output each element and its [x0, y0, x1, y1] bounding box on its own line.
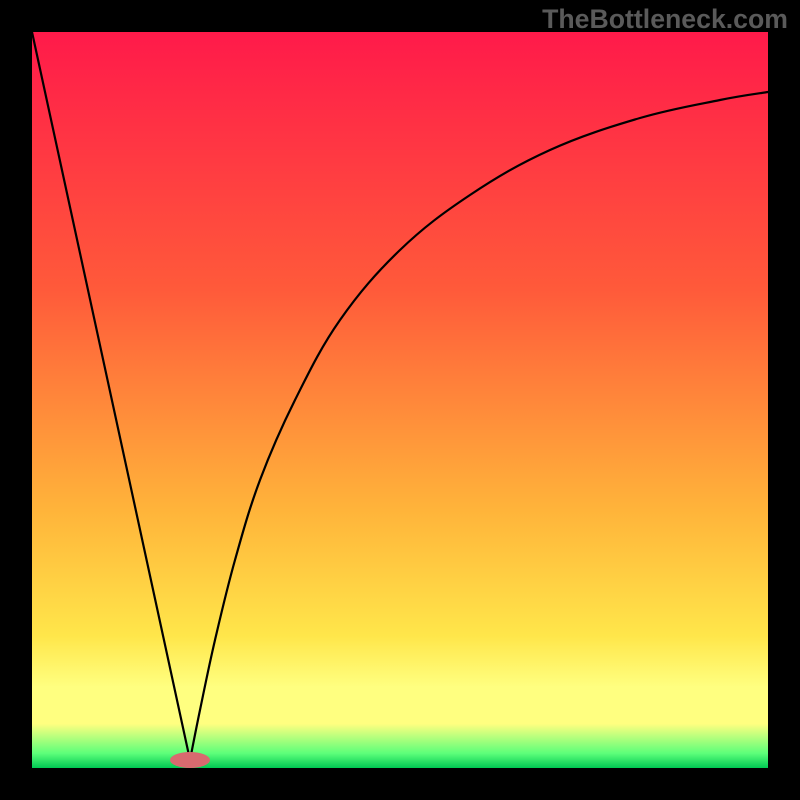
- curve-right-segment: [190, 92, 768, 760]
- curve-layer: [0, 0, 800, 800]
- curve-left-segment: [32, 32, 190, 760]
- watermark-text: TheBottleneck.com: [542, 4, 788, 35]
- chart-root: TheBottleneck.com: [0, 0, 800, 800]
- trough-marker: [170, 752, 210, 768]
